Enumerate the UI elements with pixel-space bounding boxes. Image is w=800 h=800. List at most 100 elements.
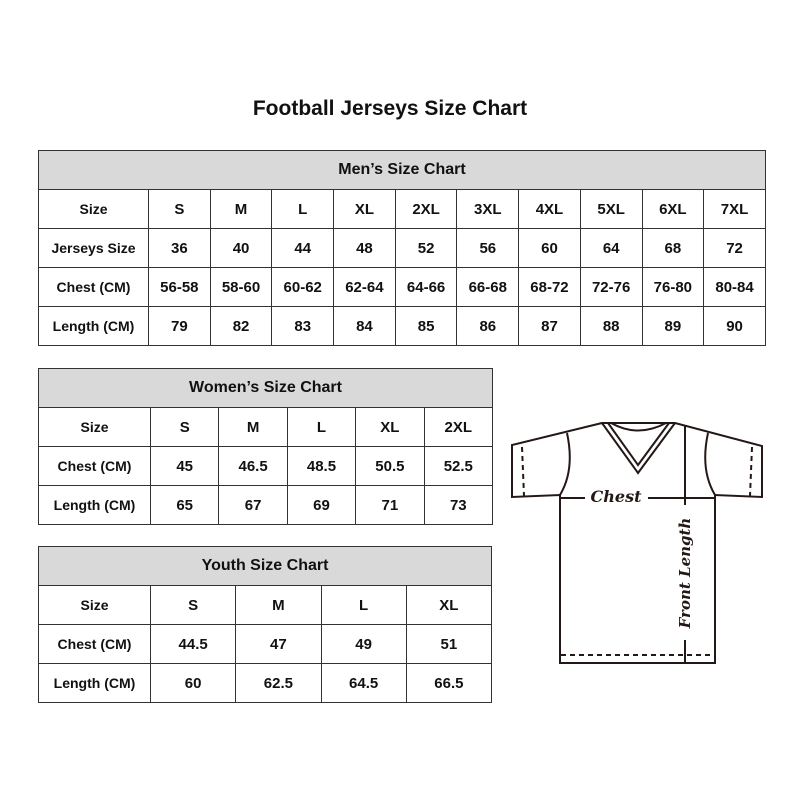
table-cell: 68	[641, 228, 705, 268]
mens-size-table: Men’s Size Chart Size S M L XL 2XL 3XL 4XL 5XL 6XL…	[38, 150, 766, 346]
table-cell: 71	[355, 485, 425, 525]
table-cell: 68-72	[518, 267, 581, 307]
table-cell: 76-80	[641, 267, 705, 307]
table-cell: M	[218, 407, 288, 447]
table-cell: 2XL	[423, 407, 494, 447]
table-cell: 44	[271, 228, 335, 268]
table-row: Length (CM) 65 67 69 71 73	[38, 485, 494, 525]
table-cell: L	[271, 189, 335, 229]
table-row: Jerseys Size 36 40 44 48 52 56 60 64 68 72	[38, 228, 766, 268]
table-cell: 86	[456, 306, 520, 346]
table-cell: 89	[641, 306, 705, 346]
men-table-caption: Men’s Size Chart	[38, 150, 766, 190]
table-cell: 90	[703, 306, 766, 346]
table-cell: 84	[333, 306, 396, 346]
table-cell: 85	[394, 306, 458, 346]
table-cell: 60	[149, 663, 237, 703]
front-length-label: Front Length	[676, 518, 694, 630]
table-cell: 40	[209, 228, 273, 268]
table-row: Length (CM) 60 62.5 64.5 66.5	[38, 663, 493, 703]
youth-size-table: Youth Size Chart Size S M L XL Chest (CM) 44.5 4…	[37, 546, 493, 703]
table-cell: 82	[209, 306, 273, 346]
table-cell: 6XL	[641, 189, 705, 229]
table-cell: 62.5	[235, 663, 322, 703]
row-label: Jerseys Size	[38, 228, 149, 268]
table-cell: 83	[271, 306, 335, 346]
table-cell: S	[148, 189, 211, 229]
table-cell: 64	[579, 228, 643, 268]
table-cell: 62-64	[333, 267, 396, 307]
table-cell: 56	[456, 228, 520, 268]
table-cell: 80-84	[703, 267, 766, 307]
table-cell: XL	[333, 189, 396, 229]
table-cell: 66-68	[456, 267, 520, 307]
row-label: Length (CM)	[38, 663, 151, 703]
sleeve-seams	[559, 432, 716, 496]
jersey-collar	[601, 422, 676, 475]
page-title: Football Jerseys Size Chart	[252, 97, 528, 120]
hem-stitching	[521, 446, 753, 656]
row-label: Length (CM)	[38, 485, 151, 525]
row-label: Chest (CM)	[38, 624, 151, 664]
row-label: Chest (CM)	[38, 446, 151, 486]
youth-table-caption: Youth Size Chart	[37, 546, 493, 586]
womens-size-table: Women’s Size Chart Size S M L XL 2XL Chest (CM)…	[37, 368, 494, 525]
table-cell: 64.5	[320, 663, 407, 703]
table-row: Length (CM) 79 82 83 84 85 86 87 88 89 90	[38, 306, 766, 346]
table-cell: 60-62	[271, 267, 335, 307]
table-cell: 50.5	[355, 446, 425, 486]
table-row: Size S M L XL	[38, 585, 493, 625]
jersey-diagram: Chest Front Length	[511, 422, 763, 664]
table-cell: 69	[286, 485, 357, 525]
table-cell: 67	[218, 485, 288, 525]
table-cell: 56-58	[148, 267, 211, 307]
table-cell: L	[320, 585, 407, 625]
row-label: Chest (CM)	[38, 267, 149, 307]
table-cell: 72	[703, 228, 766, 268]
table-cell: 48.5	[286, 446, 357, 486]
row-label: Size	[38, 585, 151, 625]
table-cell: 52	[394, 228, 458, 268]
table-cell: 88	[579, 306, 643, 346]
table-cell: 60	[518, 228, 581, 268]
table-cell: M	[235, 585, 322, 625]
chest-label: Chest	[591, 487, 643, 506]
table-cell: 65	[149, 485, 220, 525]
row-label: Size	[38, 189, 149, 229]
row-label: Length (CM)	[38, 306, 149, 346]
table-row: Chest (CM) 44.5 47 49 51	[38, 624, 493, 664]
table-row: Chest (CM) 45 46.5 48.5 50.5 52.5	[38, 446, 494, 486]
table-cell: 64-66	[394, 267, 458, 307]
table-cell: 45	[149, 446, 220, 486]
table-cell: S	[149, 585, 237, 625]
table-cell: 66.5	[405, 663, 493, 703]
table-cell: 3XL	[456, 189, 520, 229]
table-cell: XL	[355, 407, 425, 447]
table-cell: 58-60	[209, 267, 273, 307]
table-cell: 44.5	[149, 624, 237, 664]
table-cell: M	[209, 189, 273, 229]
table-cell: XL	[405, 585, 493, 625]
table-cell: S	[149, 407, 220, 447]
table-cell: 36	[148, 228, 211, 268]
table-row: Chest (CM) 56-58 58-60 60-62 62-64 64-66 66-68…	[38, 267, 766, 307]
table-cell: 7XL	[703, 189, 766, 229]
table-cell: 48	[333, 228, 396, 268]
jersey-outline	[511, 422, 763, 664]
row-label: Size	[38, 407, 151, 447]
table-cell: 2XL	[394, 189, 458, 229]
table-cell: 79	[148, 306, 211, 346]
table-cell: 73	[423, 485, 494, 525]
table-cell: 52.5	[423, 446, 494, 486]
table-cell: 5XL	[579, 189, 643, 229]
table-cell: 49	[320, 624, 407, 664]
table-cell: 46.5	[218, 446, 288, 486]
table-cell: 51	[405, 624, 493, 664]
table-cell: 4XL	[518, 189, 581, 229]
table-cell: L	[286, 407, 357, 447]
table-row: Size S M L XL 2XL 3XL 4XL 5XL 6XL 7XL	[38, 189, 766, 229]
table-cell: 87	[518, 306, 581, 346]
table-cell: 47	[235, 624, 322, 664]
table-cell: 72-76	[579, 267, 643, 307]
